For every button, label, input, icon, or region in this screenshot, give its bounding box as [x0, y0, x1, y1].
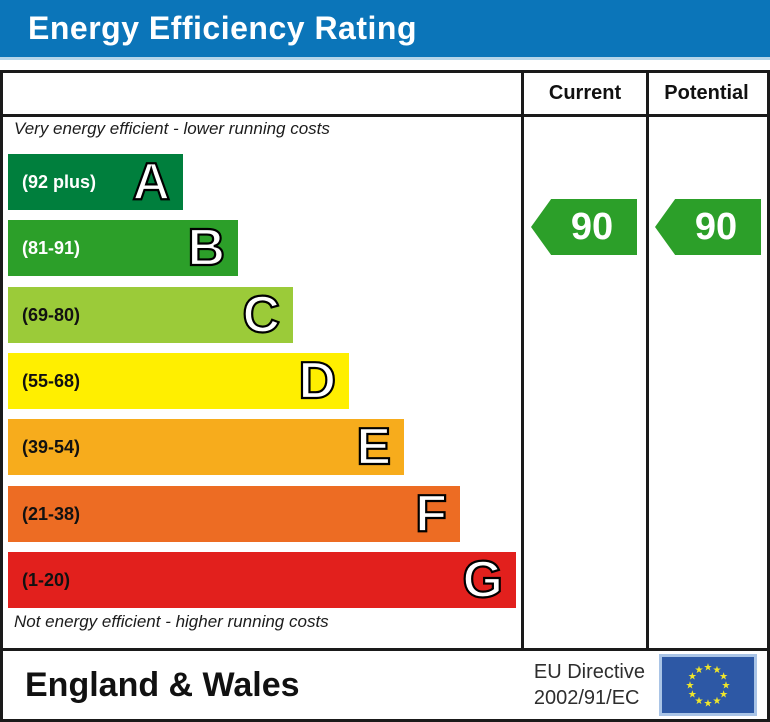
eu-flag: ★ ★ ★ ★ ★ ★ ★ ★ ★ ★ ★ ★	[659, 654, 757, 716]
band-row-e: (39-54) E	[8, 419, 404, 475]
band-grade-letter: F	[414, 485, 448, 543]
band-row-d: (55-68) D	[8, 353, 349, 409]
svg-text:★: ★	[688, 690, 697, 701]
footer-row: England & Wales EU Directive 2002/91/EC …	[3, 651, 767, 719]
band-row-f: (21-38) F	[8, 486, 460, 542]
band-grade-letter: C	[241, 286, 281, 344]
page-title: Energy Efficiency Rating	[28, 10, 417, 46]
svg-text:★: ★	[719, 690, 728, 701]
band-range-label: (1-20)	[22, 569, 71, 590]
band-range-label: (55-68)	[22, 370, 81, 391]
svg-text:★: ★	[695, 696, 704, 707]
header-divider	[3, 114, 767, 117]
potential-rating-arrow: 90	[655, 199, 761, 255]
band-grade-letter: D	[297, 352, 337, 410]
band-row-b: (81-91) B	[8, 220, 238, 276]
band-row-a: (92 plus) A	[8, 154, 183, 210]
band-range-label: (69-80)	[22, 304, 81, 325]
band-range-label: (39-54)	[22, 436, 81, 457]
title-bar: Energy Efficiency Rating	[0, 0, 770, 60]
caption-top: Very energy efficient - lower running co…	[14, 119, 330, 138]
band-range-label: (21-38)	[22, 503, 81, 524]
potential-rating-value: 90	[694, 205, 738, 248]
current-rating-arrow: 90	[531, 199, 637, 255]
svg-text:★: ★	[719, 672, 728, 683]
band-range-label: (81-91)	[22, 237, 81, 258]
rating-table: Current Potential Very energy efficient …	[0, 70, 770, 722]
band-range-label: (92 plus)	[22, 171, 97, 192]
column-header-current: Current	[548, 82, 622, 104]
eu-directive-text: EU Directive 2002/91/EC	[534, 659, 645, 711]
column-header-potential: Potential	[664, 82, 749, 104]
svg-text:★: ★	[722, 681, 731, 692]
band-grade-letter: A	[131, 153, 171, 211]
band-grade-letter: G	[461, 551, 504, 609]
column-divider	[521, 73, 524, 648]
band-row-g: (1-20) G	[8, 552, 516, 608]
svg-text:★: ★	[704, 663, 713, 674]
eu-flag-stars-icon: ★ ★ ★ ★ ★ ★ ★ ★ ★ ★ ★ ★	[686, 663, 731, 710]
footer-region-label: England & Wales	[25, 665, 300, 704]
svg-text:★: ★	[688, 672, 697, 683]
band-grade-letter: E	[355, 418, 392, 476]
caption-bottom: Not energy efficient - higher running co…	[14, 612, 329, 631]
svg-text:★: ★	[686, 681, 695, 692]
band-row-c: (69-80) C	[8, 287, 293, 343]
current-rating-value: 90	[570, 205, 614, 248]
footer-divider	[3, 648, 767, 651]
svg-text:★: ★	[713, 665, 722, 676]
svg-text:★: ★	[713, 696, 722, 707]
eu-directive-line1: EU Directive	[533, 661, 645, 683]
column-divider	[646, 73, 649, 648]
svg-text:★: ★	[704, 699, 713, 710]
eu-directive-line2: 2002/91/EC	[533, 687, 640, 709]
band-grade-letter: B	[186, 219, 226, 277]
svg-text:★: ★	[695, 665, 704, 676]
